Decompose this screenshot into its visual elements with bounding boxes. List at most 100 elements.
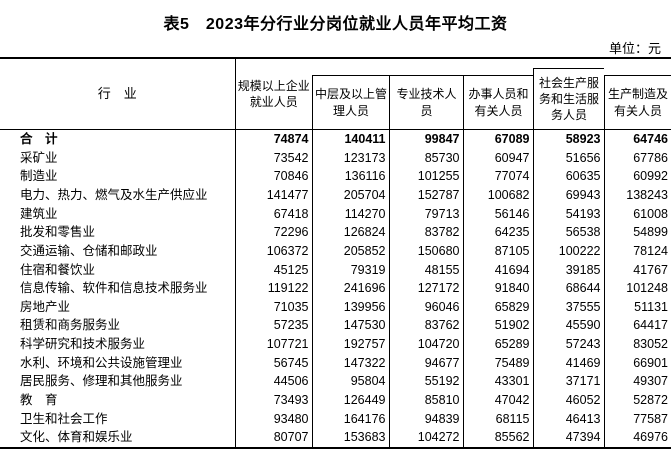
value-cell: 192757	[312, 335, 390, 354]
table-row: 建筑业 67418 114270 79713 56146 54193 61008	[0, 204, 671, 224]
header-col-managers: 中层及以上管理人员	[312, 58, 389, 130]
value-cell: 37171	[533, 372, 605, 391]
value-cell: 150680	[389, 241, 464, 261]
value-cell: 94677	[389, 353, 464, 373]
value-cell: 94839	[389, 409, 464, 429]
value-cell: 79713	[389, 204, 464, 224]
industry-cell: 合 计	[0, 129, 236, 149]
value-cell: 205852	[312, 241, 390, 261]
table-row: 电力、热力、燃气及水生产供应业 141477 205704 152787 100682 6…	[0, 185, 671, 205]
value-cell: 241696	[312, 279, 390, 298]
value-cell: 93480	[235, 409, 313, 429]
value-cell: 83782	[389, 223, 464, 242]
value-cell: 123173	[312, 148, 390, 168]
value-cell: 67418	[235, 204, 313, 224]
value-cell: 54899	[633, 225, 668, 240]
value-cell: 46413	[533, 409, 605, 429]
value-cell: 60992	[633, 169, 668, 184]
header-industry: 行 业	[0, 58, 236, 130]
value-cell: 69943	[533, 185, 605, 205]
value-cell: 68115	[463, 409, 534, 429]
table-row: 制造业 70846 136116 101255 77074 60635 60992	[0, 167, 671, 186]
value-cell: 126824	[312, 223, 390, 242]
table-row: 采矿业 73542 123173 85730 60947 51656 67786	[0, 148, 671, 168]
value-cell: 80707	[235, 428, 313, 448]
value-cell: 58923	[533, 129, 605, 149]
value-cell: 64417	[633, 318, 668, 333]
value-cell: 75489	[463, 353, 534, 373]
value-cell: 77587	[633, 411, 668, 426]
value-cell: 147322	[312, 353, 390, 373]
value-cell: 127172	[389, 279, 464, 298]
table-row: 合 计 74874 140411 99847 67089 58923 64746	[0, 129, 671, 149]
table-title: 表5 2023年分行业分岗位就业人员年平均工资	[163, 16, 508, 33]
industry-cell: 电力、热力、燃气及水生产供应业	[0, 185, 236, 205]
table-row: 文化、体育和娱乐业 80707 153683 104272 85562 47394 4697…	[0, 428, 671, 448]
value-cell: 107721	[235, 335, 313, 354]
header-box-managers: 中层及以上管理人员	[312, 75, 389, 129]
table-row: 住宿和餐饮业 45125 79319 48155 41694 39185 41767	[0, 260, 671, 280]
value-cell: 147530	[312, 316, 390, 336]
header-row: 行 业 规模以上企业就业人员 中层及以上管理人员 专业技术人员 办事人员和有关人…	[0, 58, 671, 130]
value-cell: 64235	[463, 223, 534, 242]
table-body: 合 计 74874 140411 99847 67089 58923 64746 采矿业 735…	[0, 129, 671, 448]
value-cell: 85810	[389, 390, 464, 410]
table-row: 房地产业 71035 139956 96046 65829 37555 51131	[0, 297, 671, 317]
value-cell: 46976	[633, 430, 668, 445]
industry-cell: 批发和零售业	[0, 223, 236, 242]
industry-cell: 采矿业	[0, 148, 236, 168]
table-row: 教 育 73493 126449 85810 47042 46052 52872	[0, 390, 671, 410]
industry-cell: 租赁和商务服务业	[0, 316, 236, 336]
wage-table: 行 业 规模以上企业就业人员 中层及以上管理人员 专业技术人员 办事人员和有关人…	[0, 57, 671, 449]
value-cell: 44506	[235, 372, 313, 391]
value-cell: 68644	[533, 279, 605, 298]
value-cell: 153683	[312, 428, 390, 448]
industry-cell: 教 育	[0, 390, 236, 410]
value-cell: 56538	[533, 223, 605, 242]
value-cell: 72296	[235, 223, 313, 242]
value-cell: 139956	[312, 297, 390, 317]
value-cell: 104720	[389, 335, 464, 354]
table-row: 科学研究和技术服务业 107721 192757 104720 65289 57243 83…	[0, 335, 671, 354]
value-cell: 71035	[235, 297, 313, 317]
industry-cell: 房地产业	[0, 297, 236, 317]
header-box-clerical: 办事人员和有关人员	[463, 75, 533, 129]
industry-cell: 交通运输、仓储和邮政业	[0, 241, 236, 261]
value-cell: 52872	[633, 393, 668, 408]
value-cell: 41694	[463, 260, 534, 280]
value-cell: 126449	[312, 390, 390, 410]
value-cell: 106372	[235, 241, 313, 261]
wage-table-container: 行 业 规模以上企业就业人员 中层及以上管理人员 专业技术人员 办事人员和有关人…	[0, 57, 671, 449]
industry-cell: 居民服务、修理和其他服务业	[0, 372, 236, 391]
value-cell: 48155	[389, 260, 464, 280]
industry-cell: 科学研究和技术服务业	[0, 335, 236, 354]
industry-cell: 文化、体育和娱乐业	[0, 428, 236, 448]
table-row: 批发和零售业 72296 126824 83782 64235 56538 54899	[0, 223, 671, 242]
value-cell: 66901	[633, 355, 668, 370]
value-cell: 73493	[235, 390, 313, 410]
value-cell: 54193	[533, 204, 605, 224]
value-cell: 45125	[235, 260, 313, 280]
value-cell: 83052	[633, 337, 668, 352]
table-row: 居民服务、修理和其他服务业 44506 95804 55192 43301 37171 49…	[0, 372, 671, 391]
value-cell: 164176	[312, 409, 390, 429]
value-cell: 101248	[626, 281, 668, 296]
value-cell: 70846	[235, 167, 313, 186]
value-cell: 56745	[235, 353, 313, 373]
value-cell: 41767	[633, 262, 668, 277]
header-box-production: 生产制造及有关人员	[604, 75, 671, 129]
value-cell: 205704	[312, 185, 390, 205]
value-cell: 51131	[634, 299, 668, 314]
header-col-scale-employees: 规模以上企业就业人员	[235, 58, 312, 130]
value-cell: 100682	[463, 185, 534, 205]
value-cell: 43301	[463, 372, 534, 391]
value-cell: 95804	[312, 372, 390, 391]
value-cell: 56146	[463, 204, 534, 224]
table-row: 水利、环境和公共设施管理业 56745 147322 94677 75489 41469 6…	[0, 353, 671, 373]
table-row: 信息传输、软件和信息技术服务业 119122 241696 127172 91840 68…	[0, 279, 671, 298]
value-cell: 73542	[235, 148, 313, 168]
industry-cell: 制造业	[0, 167, 236, 186]
header-box-service: 社会生产服务和生活服务人员	[533, 68, 604, 129]
value-cell: 57235	[235, 316, 313, 336]
